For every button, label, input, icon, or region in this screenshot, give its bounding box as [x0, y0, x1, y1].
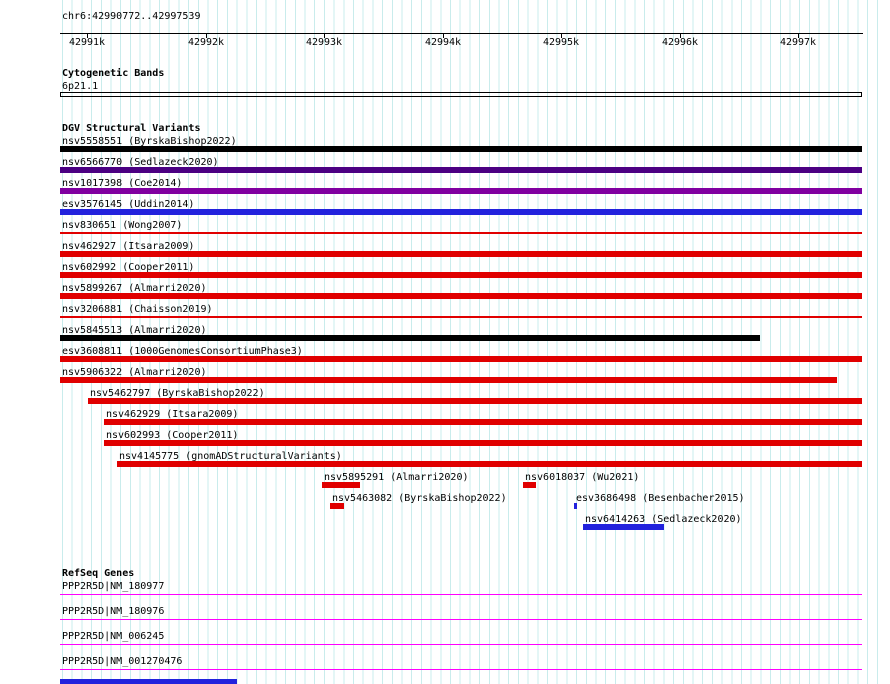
cytobands-section-title: Cytogenetic Bands — [62, 68, 165, 79]
grid-background — [62, 0, 880, 684]
variant-label: nsv1017398 (Coe2014) — [62, 178, 183, 189]
gene-label: PPP2R5D|NM_001270476 — [62, 656, 183, 667]
ruler-tick-label: 42994k — [424, 37, 462, 48]
ruler-tick-mark — [443, 34, 444, 38]
variant-label: nsv830651 (Wong2007) — [62, 220, 183, 231]
ruler-tick-mark — [680, 34, 681, 38]
ruler-tick-mark — [87, 34, 88, 38]
cytoband-glyph[interactable] — [60, 92, 862, 97]
gene-line[interactable] — [60, 669, 862, 670]
gene-label: PPP2R5D|NM_006245 — [62, 631, 165, 642]
ruler-tick-label: 42996k — [661, 37, 699, 48]
variant-label: nsv462929 (Itsara2009) — [106, 409, 239, 420]
variant-bar[interactable] — [60, 335, 760, 341]
variant-bar[interactable] — [322, 482, 360, 488]
variant-bar[interactable] — [60, 209, 862, 215]
ruler-tick-mark — [561, 34, 562, 38]
ruler-tick-mark — [798, 34, 799, 38]
ruler-tick-mark — [324, 34, 325, 38]
variant-bar[interactable] — [574, 503, 577, 509]
variant-bar[interactable] — [104, 419, 862, 425]
variant-bar[interactable] — [60, 272, 862, 278]
variant-label: nsv602992 (Cooper2011) — [62, 262, 195, 273]
ruler-tick-label: 42995k — [542, 37, 580, 48]
gene-line[interactable] — [60, 619, 862, 620]
variant-label: nsv5906322 (Almarri2020) — [62, 367, 207, 378]
variant-label: esv3608811 (1000GenomesConsortiumPhase3) — [62, 346, 303, 357]
variant-label: nsv6018037 (Wu2021) — [525, 472, 640, 483]
variant-bar[interactable] — [60, 167, 862, 173]
gene-label: PPP2R5D|NM_180977 — [62, 581, 165, 592]
cytoband-label: 6p21.1 — [62, 81, 99, 92]
variant-bar[interactable] — [583, 524, 664, 530]
variant-bar[interactable] — [60, 356, 862, 362]
variant-bar[interactable] — [60, 377, 837, 383]
variant-label: nsv5899267 (Almarri2020) — [62, 283, 207, 294]
variant-label: esv3576145 (Uddin2014) — [62, 199, 195, 210]
gene-line[interactable] — [60, 644, 862, 645]
variant-label: nsv3206881 (Chaisson2019) — [62, 304, 213, 315]
variant-bar[interactable] — [60, 251, 862, 257]
ruler-axis-line — [60, 33, 863, 34]
ruler-tick-label: 42997k — [779, 37, 817, 48]
dgv-section-title: DGV Structural Variants — [62, 123, 201, 134]
variant-label: esv3686498 (Besenbacher2015) — [576, 493, 745, 504]
ruler-tick-mark — [206, 34, 207, 38]
variant-bar[interactable] — [60, 188, 862, 194]
variant-bar[interactable] — [60, 232, 862, 234]
variant-bar[interactable] — [104, 440, 862, 446]
ruler-tick-label: 42993k — [305, 37, 343, 48]
variant-bar[interactable] — [60, 316, 862, 318]
variant-bar[interactable] — [523, 482, 536, 488]
refseq-section-title: RefSeq Genes — [62, 568, 135, 579]
variant-label: nsv5845513 (Almarri2020) — [62, 325, 207, 336]
variant-bar[interactable] — [330, 503, 344, 509]
variant-bar[interactable] — [60, 293, 862, 299]
partial-feature-bar[interactable] — [60, 679, 237, 684]
variant-label: nsv6566770 (Sedlazeck2020) — [62, 157, 219, 168]
variant-label: nsv5558551 (ByrskaBishop2022) — [62, 136, 237, 147]
gene-line[interactable] — [60, 594, 862, 595]
variant-label: nsv602993 (Cooper2011) — [106, 430, 239, 441]
variant-bar[interactable] — [117, 461, 862, 467]
gene-label: PPP2R5D|NM_180976 — [62, 606, 165, 617]
ruler-tick-label: 42992k — [187, 37, 225, 48]
variant-label: nsv4145775 (gnomADStructuralVariants) — [119, 451, 342, 462]
variant-label: nsv6414263 (Sedlazeck2020) — [585, 514, 742, 525]
variant-bar[interactable] — [88, 398, 862, 404]
variant-label: nsv5463082 (ByrskaBishop2022) — [332, 493, 507, 504]
variant-bar[interactable] — [60, 146, 862, 152]
variant-label: nsv5895291 (Almarri2020) — [324, 472, 469, 483]
variant-label: nsv462927 (Itsara2009) — [62, 241, 195, 252]
variant-label: nsv5462797 (ByrskaBishop2022) — [90, 388, 265, 399]
ruler-tick-label: 42991k — [68, 37, 106, 48]
region-position-label: chr6:42990772..42997539 — [62, 11, 201, 22]
